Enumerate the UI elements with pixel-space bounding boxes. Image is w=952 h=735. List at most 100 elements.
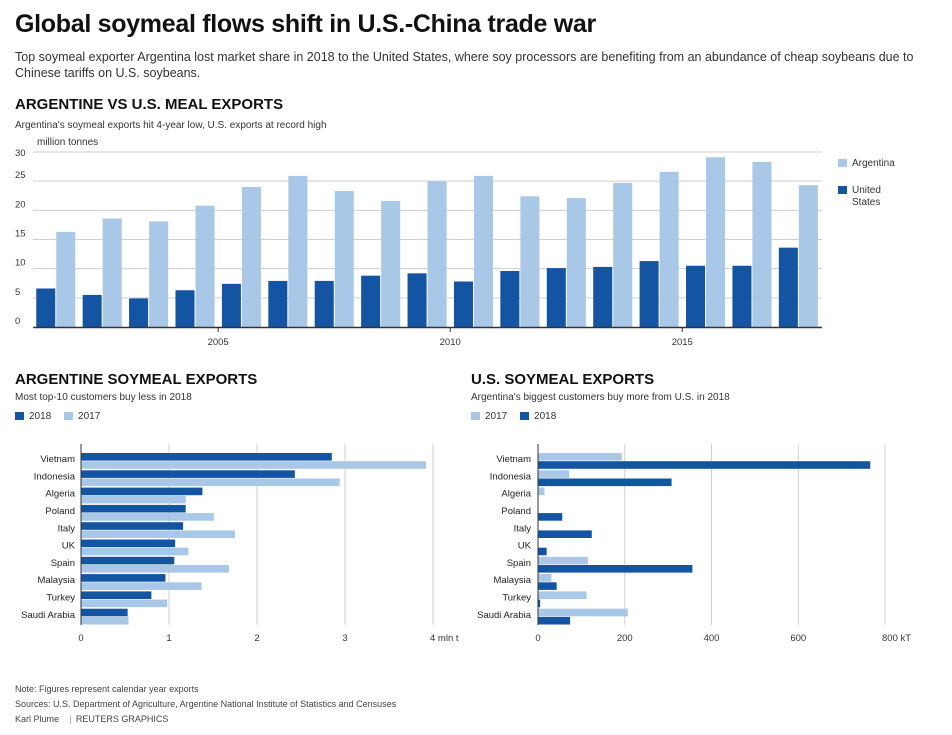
bar-2017-malaysia [81, 582, 202, 590]
footer-sources: Sources: U.S. Department of Agriculture,… [15, 699, 397, 709]
bar-2017-poland [81, 513, 214, 521]
category-label: UK [62, 541, 76, 552]
category-label: Indonesia [490, 471, 532, 482]
x-tick-label: 0 [78, 633, 83, 644]
bar-us-2006 [221, 283, 241, 327]
bar-2018-algeria [81, 487, 203, 496]
x-tick-label: 200 [617, 633, 633, 644]
bar-2018-saudi-arabia [81, 608, 128, 617]
section2-legend-2018-swatch [15, 412, 24, 420]
section3-title: U.S. SOYMEAL EXPORTS [471, 371, 655, 388]
bar-2017-uk [81, 547, 189, 556]
bar-argentina-2008 [334, 191, 354, 327]
bar-argentina-2018 [798, 185, 818, 327]
category-label: Poland [45, 506, 75, 517]
bar-us-2015 [639, 261, 659, 327]
bar-us-2014 [593, 266, 613, 327]
section3-legend-2018: 2018 [534, 411, 557, 422]
footer-note: Note: Figures represent calendar year ex… [15, 684, 199, 694]
category-label: Turkey [46, 593, 75, 604]
bar-2018-uk [81, 539, 176, 548]
bar-argentina-2011 [473, 175, 494, 327]
x-tick-label: 400 [704, 633, 720, 644]
category-label: Algeria [501, 489, 531, 500]
page-subtitle: Top soymeal exporter Argentina lost mark… [15, 50, 914, 80]
y-tick-label: 5 [15, 287, 20, 298]
bar-argentina-2009 [381, 201, 401, 327]
bar-argentina-2010 [427, 181, 447, 327]
bar-us-2016 [686, 265, 706, 327]
section3-subtitle: Argentina's biggest customers buy more f… [471, 392, 730, 403]
bar-argentina-2006 [241, 187, 261, 327]
x-tick-label: 2010 [440, 337, 461, 348]
category-label: Italy [514, 523, 532, 534]
bar-2018-turkey [81, 591, 152, 599]
category-label: Italy [58, 523, 76, 534]
bar-2018-malaysia [538, 582, 557, 590]
bar-argentina-2014 [613, 182, 633, 327]
section2-legend-2017: 2017 [78, 411, 101, 422]
x-tick-label: 4 mln t [430, 633, 459, 644]
bar-2018-poland [538, 513, 563, 521]
legend-argentina-swatch [838, 159, 847, 167]
bar-2017-turkey [538, 591, 587, 599]
bar-2018-vietnam [81, 453, 332, 461]
section2-legend-2017-swatch [64, 412, 74, 420]
bar-2017-indonesia [538, 470, 570, 478]
y-tick-label: 0 [15, 316, 20, 327]
x-tick-label: 800 kT [882, 633, 911, 644]
bar-2017-algeria [81, 495, 186, 504]
bar-2018-spain [81, 556, 175, 565]
category-label: Indonesia [34, 471, 76, 482]
category-label: Poland [501, 506, 531, 517]
bar-2017-saudi-arabia [81, 616, 129, 625]
bar-us-2002 [36, 288, 56, 327]
section3-legend-2017-swatch [471, 412, 480, 420]
bar-2017-malaysia [538, 574, 552, 582]
bar-2017-turkey [81, 599, 168, 608]
section3-legend-2018-swatch [520, 412, 530, 420]
bar-argentina-2007 [288, 175, 308, 327]
bar-argentina-2003 [102, 218, 122, 327]
legend-united-states-swatch [838, 186, 847, 194]
bar-argentina-2016 [706, 157, 726, 327]
bar-2018-indonesia [538, 478, 672, 487]
footer-author: Karl Plume [15, 714, 60, 724]
category-label: Spain [507, 558, 531, 569]
bar-us-2011 [453, 281, 473, 327]
footer-divider: | [69, 714, 72, 724]
bar-argentina-2002 [56, 231, 76, 327]
category-label: Malaysia [38, 575, 76, 586]
chart-argentine-exports: 0 1 2 3 4 mln t Vietnam Indonesia Algeria Poland… [21, 444, 459, 644]
section1-unit-label: million tonnes [37, 137, 99, 148]
section2-title: ARGENTINE SOYMEAL EXPORTS [15, 371, 258, 388]
bar-2017-algeria [538, 487, 545, 496]
footer-credit: Karl Plume | REUTERS GRAPHICS [15, 714, 168, 724]
x-tick-label: 1 [166, 633, 171, 644]
category-label: Algeria [45, 489, 75, 500]
bar-2018-turkey [538, 599, 541, 608]
page-title: Global soymeal flows shift in U.S.-China… [15, 10, 596, 38]
legend-argentina-label: Argentina [852, 158, 895, 169]
section3-legend: 2017 2018 [471, 411, 556, 422]
category-label: Spain [51, 558, 75, 569]
bar-2017-spain [538, 556, 588, 565]
x-tick-label: 3 [342, 633, 347, 644]
chart-us-exports: 0 200 400 600 800 kT Vietnam Indonesia Algeria P… [477, 444, 911, 644]
bar-us-2017 [732, 265, 752, 327]
x-tick-label: 600 [790, 633, 806, 644]
bar-2017-spain [81, 565, 229, 573]
x-tick-label: 2005 [208, 337, 229, 348]
bar-argentina-2004 [149, 221, 169, 327]
legend-united-states: United States [838, 185, 898, 209]
bar-2018-malaysia [81, 574, 166, 582]
section1-title: ARGENTINE VS U.S. MEAL EXPORTS [15, 96, 284, 113]
bar-2017-italy [81, 530, 235, 538]
bar-us-2018 [778, 247, 798, 327]
y-tick-label: 30 [15, 148, 26, 159]
bar-2018-indonesia [81, 470, 295, 478]
legend-argentina: Argentina [838, 158, 895, 169]
section1-subtitle: Argentina's soymeal exports hit 4-year l… [15, 120, 327, 131]
y-tick-label: 25 [15, 170, 26, 181]
bar-argentina-2005 [195, 205, 215, 327]
